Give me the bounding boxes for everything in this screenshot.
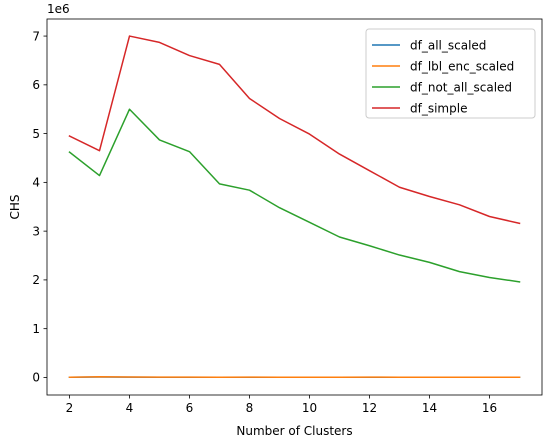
legend: df_all_scaled df_lbl_enc_scaled df_not_all… [365, 28, 536, 119]
x-axis-title: Number of Clusters [236, 424, 352, 438]
y-offset-label: 1e6 [47, 2, 70, 16]
x-axis: 2 4 6 8 10 12 14 16 [66, 395, 497, 415]
y-tick-label: 1 [32, 322, 40, 336]
lines-layer [68, 35, 521, 379]
y-axis-title: CHS [8, 194, 22, 219]
legend-label: df_all_scaled [410, 38, 486, 52]
x-tick-label: 6 [186, 401, 194, 415]
y-tick-label: 4 [32, 176, 40, 190]
y-tick-label: 6 [32, 78, 40, 92]
y-tick-label: 5 [32, 127, 40, 141]
series-line-df-not-all-scaled [68, 108, 521, 283]
x-tick-label: 8 [246, 401, 254, 415]
legend-label: df_lbl_enc_scaled [410, 59, 514, 73]
series-line-df-simple [68, 35, 521, 225]
x-tick-label: 10 [302, 401, 317, 415]
plot-frame [46, 18, 543, 396]
x-tick-label: 14 [422, 401, 437, 415]
legend-label: df_not_all_scaled [410, 80, 512, 94]
y-tick-label: 7 [32, 29, 40, 43]
y-tick-label: 2 [32, 273, 40, 287]
x-tick-label: 2 [66, 401, 74, 415]
x-tick-label: 4 [126, 401, 134, 415]
y-axis: 0 1 2 3 4 5 6 7 [32, 29, 47, 385]
x-tick-label: 16 [482, 401, 497, 415]
x-tick-label: 12 [362, 401, 377, 415]
legend-box [365, 28, 536, 119]
y-tick-label: 3 [32, 224, 40, 238]
legend-label: df_simple [410, 101, 467, 115]
y-tick-label: 0 [32, 371, 40, 385]
